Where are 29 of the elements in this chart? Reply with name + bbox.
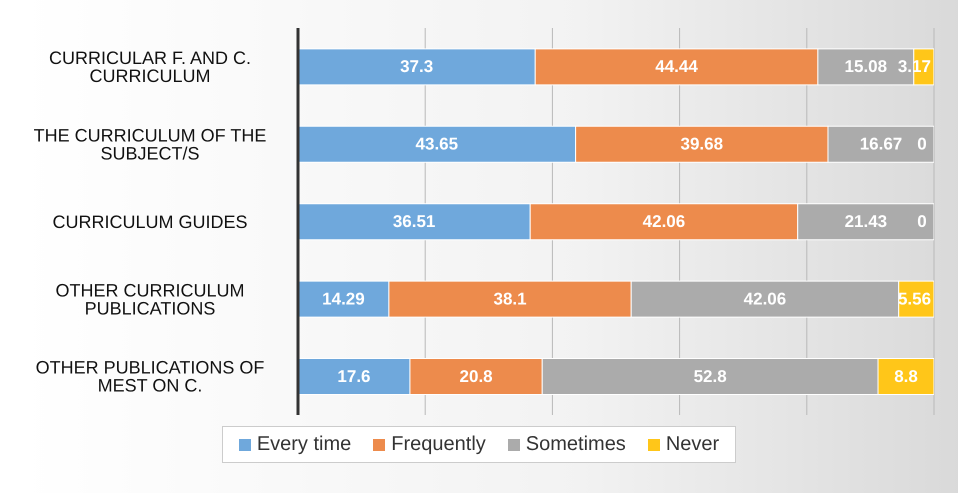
y-tick-label: CURRICULUM GUIDES: [52, 212, 248, 232]
data-label: 8.8: [894, 366, 918, 386]
y-tick-label: OTHER CURRICULUM PUBLICATIONS: [56, 280, 244, 318]
data-label: 5.56: [898, 289, 932, 308]
data-label: 16.67: [860, 134, 902, 154]
data-label: 17.6: [337, 366, 371, 386]
y-tick-label: OTHER PUBLICATIONS OF MEST ON C.: [36, 358, 264, 396]
data-label: 3.17: [898, 57, 931, 76]
legend-label: Sometimes: [526, 433, 626, 456]
data-label: 0: [917, 212, 927, 231]
data-label: 37.3: [400, 57, 434, 76]
data-label: 42.06: [642, 212, 686, 231]
data-label: 14.29: [322, 289, 365, 308]
legend-label: Every time: [256, 433, 352, 456]
data-label: 0: [917, 134, 927, 154]
data-label: 21.43: [844, 212, 888, 231]
data-label: 44.44: [655, 57, 698, 76]
y-tick-label: CURRICULAR F. AND C. CURRICULUM: [48, 48, 252, 86]
data-label: 39.68: [680, 134, 724, 154]
data-label: 36.51: [392, 212, 436, 231]
data-label: 42.06: [744, 289, 786, 308]
data-label: 15.08: [844, 57, 888, 76]
data-label: 52.8: [694, 366, 727, 386]
series-label: Frequently: [391, 433, 486, 456]
data-label: 20.8: [460, 366, 493, 386]
y-tick-label: THE CURRICULUM OF THE SUBJECT/S: [34, 125, 266, 164]
data-label: 38.1: [493, 289, 527, 308]
legend-label: Never: [666, 433, 720, 456]
data-label: 43.65: [416, 134, 458, 154]
